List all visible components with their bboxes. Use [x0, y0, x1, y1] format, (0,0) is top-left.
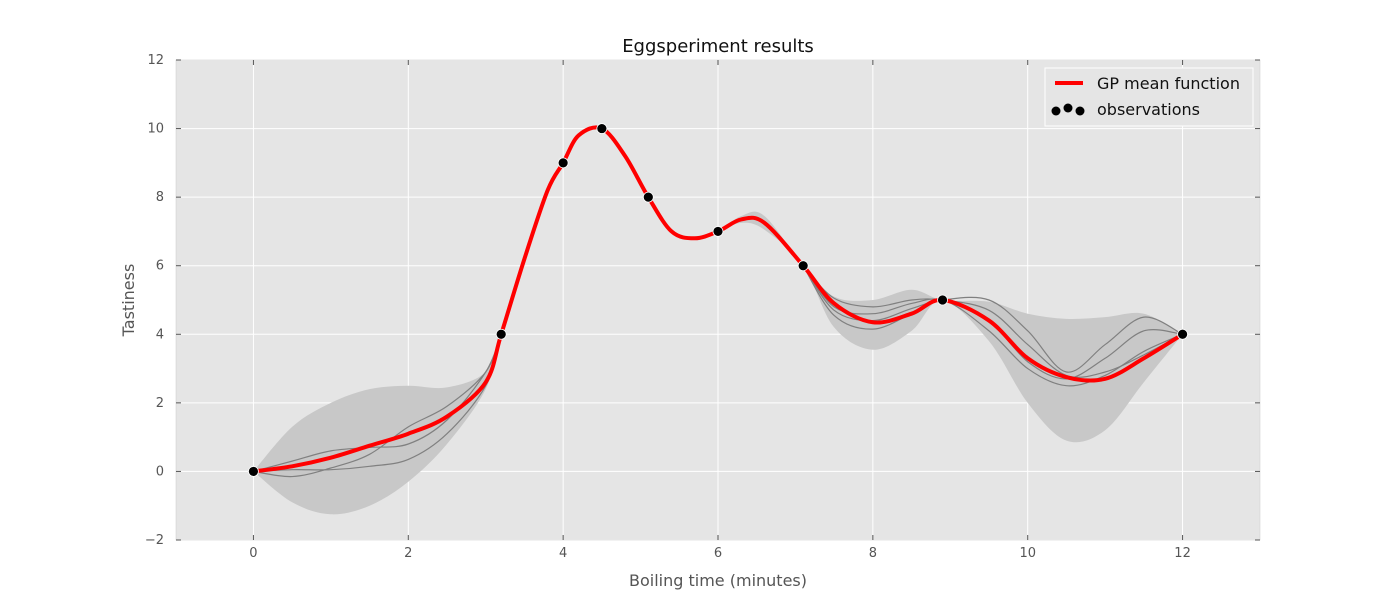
observation-point [797, 260, 809, 272]
legend-observation-marker [1075, 106, 1085, 116]
chart-title: Eggsperiment results [622, 36, 814, 57]
mean-line [251, 125, 1185, 474]
y-tick-label: 12 [147, 53, 164, 68]
legend-observations-label: observations [1097, 100, 1200, 119]
y-tick-label: 0 [156, 464, 164, 479]
mean-line-group [251, 125, 1185, 474]
x-tick-label: 0 [249, 546, 257, 561]
observation-point [712, 226, 724, 237]
y-tick-label: 10 [147, 122, 164, 137]
legend: GP mean function observations [1044, 67, 1254, 127]
y-axis-label: Tastiness [119, 264, 138, 338]
legend-box [1044, 67, 1254, 127]
observation-points [248, 123, 1188, 477]
x-tick-label: 8 [869, 546, 877, 561]
legend-observation-marker [1063, 103, 1073, 113]
sample-function-line [253, 334, 502, 473]
x-tick-label: 6 [714, 546, 722, 561]
y-tick-label: 4 [156, 327, 164, 342]
y-tick-label: −2 [145, 533, 164, 548]
observation-point [937, 294, 948, 306]
legend-observation-marker [1051, 106, 1061, 116]
confidence-band-area [253, 127, 1183, 515]
sample-function-line [802, 265, 1183, 387]
observation-point [495, 328, 507, 340]
observation-point [1177, 328, 1188, 340]
x-tick-label: 4 [559, 546, 567, 561]
confidence-band [253, 127, 1183, 515]
x-axis-label: Boiling time (minutes) [629, 571, 807, 590]
y-tick-label: 2 [156, 396, 164, 411]
observation-point [642, 191, 654, 203]
x-tick-label: 12 [1174, 546, 1191, 561]
legend-mean-label: GP mean function [1097, 74, 1240, 93]
y-tick-label: 8 [156, 190, 164, 205]
y-tick-label: 6 [156, 259, 164, 274]
x-tick-label: 2 [404, 546, 412, 561]
observation-point [596, 123, 608, 134]
observation-point [557, 157, 569, 169]
observation-point [248, 466, 259, 477]
axis-ticks: 0 2 4 6 8 10 12 −2 0 2 4 6 8 10 12 [145, 53, 1260, 561]
sample-function-line [802, 265, 1183, 378]
x-tick-label: 10 [1019, 546, 1036, 561]
